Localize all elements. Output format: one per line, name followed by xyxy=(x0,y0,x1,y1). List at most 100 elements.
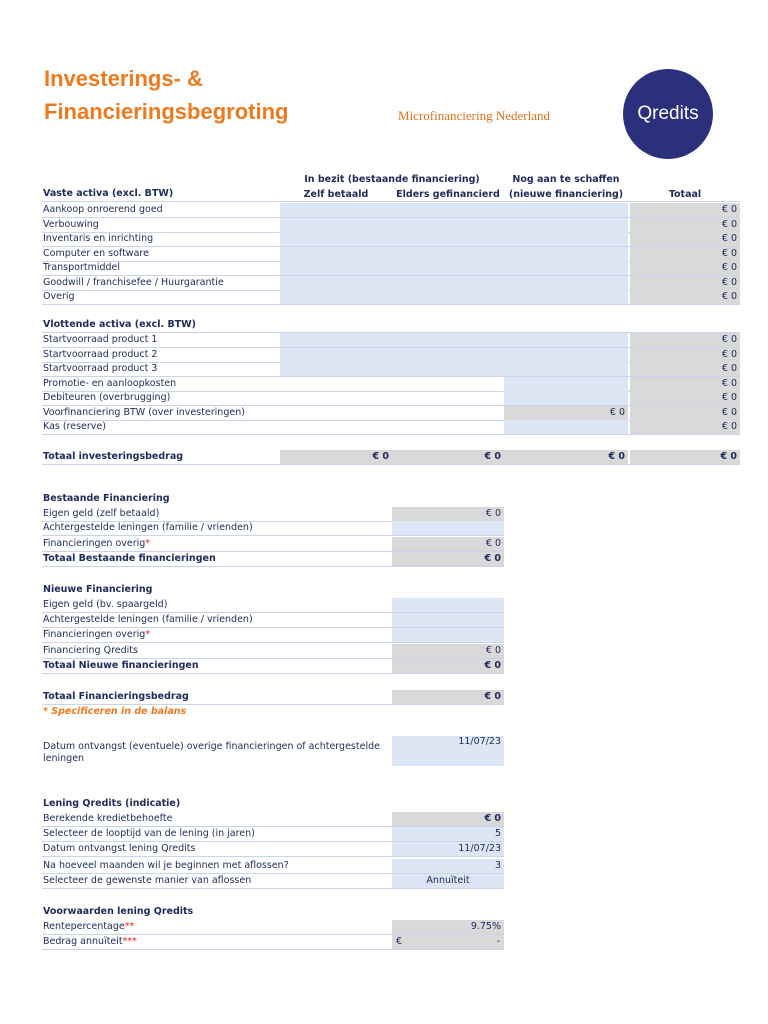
table-row: Computer en software € 0 xyxy=(42,246,740,262)
table-row: Selecteer de gewenste manier van aflosse… xyxy=(42,874,504,889)
cell xyxy=(392,232,504,246)
column-group-header: In bezit (bestaande financiering) xyxy=(304,174,480,185)
currency: € xyxy=(396,936,403,947)
row-label: Voorfinanciering BTW (over investeringen… xyxy=(43,407,245,418)
label-text: Selecteer de looptijd van de lening (in … xyxy=(43,828,255,839)
row-label: Startvoorraad product 2 xyxy=(43,349,158,360)
cell xyxy=(504,348,628,362)
row-label: Rentepercentage** xyxy=(43,920,134,934)
title: Investerings- & xyxy=(44,66,203,91)
cell: € - xyxy=(392,935,504,949)
cell: € 0 xyxy=(630,362,740,376)
section-header: Bestaande Financiering xyxy=(42,492,504,506)
table-row: Eigen geld (bv. spaargeld) xyxy=(42,598,504,613)
cell: € 0 xyxy=(392,552,504,566)
row-label: Promotie- en aanloopkosten xyxy=(43,378,177,389)
cell xyxy=(504,391,628,405)
section-title: Lening Qredits (indicatie) xyxy=(43,798,181,809)
row-label: Transportmiddel xyxy=(43,262,121,273)
row-label: Financieringen overig* xyxy=(43,537,150,551)
cell xyxy=(280,232,392,246)
footnote: * Specificeren in de balans xyxy=(43,706,187,717)
label-text: Bedrag annuïteit xyxy=(43,936,123,947)
note-mark: * xyxy=(145,538,151,549)
cell xyxy=(280,275,392,290)
table-row: Startvoorraad product 2 € 0 xyxy=(42,348,740,363)
row-label: Na hoeveel maanden wil je beginnen met a… xyxy=(43,859,289,873)
cell xyxy=(504,290,628,304)
cell xyxy=(504,275,628,290)
row-label: Computer en software xyxy=(43,247,149,259)
section-title: Vlottende activa (excl. BTW) xyxy=(43,319,196,330)
cell: € 0 xyxy=(630,261,740,275)
cell xyxy=(504,232,628,246)
cell xyxy=(392,333,504,347)
cell: € 0 xyxy=(630,232,740,246)
note-mark: *** xyxy=(122,936,137,947)
table-row: Datum ontvangst lening Qredits 11/07/23 xyxy=(42,842,504,857)
logo: Qredits xyxy=(623,69,713,159)
table-row: Financieringen overig* xyxy=(42,628,504,643)
row-label: Aankoop onroerend goed xyxy=(43,204,163,215)
cell xyxy=(392,275,504,290)
table-row: Goodwill / franchisefee / Huurgarantie € … xyxy=(42,275,740,291)
table-row: Totaal investeringsbedrag € 0 € 0 € 0 € 0 xyxy=(42,450,740,465)
label-text: Totaal Bestaande financieringen xyxy=(43,553,216,564)
cell: € 0 xyxy=(504,406,628,420)
row-label: Inventaris en inrichting xyxy=(43,233,154,244)
row-label: Selecteer de looptijd van de lening (in … xyxy=(43,827,255,841)
cell xyxy=(392,261,504,275)
cell xyxy=(392,217,504,232)
label-text: Achtergestelde leningen (familie / vrien… xyxy=(43,522,253,533)
cell: € 0 xyxy=(392,450,504,464)
table-row: Bedrag annuïteit*** € - xyxy=(42,935,504,950)
cell: € 0 xyxy=(392,690,504,704)
row-label: Goodwill / franchisefee / Huurgarantie xyxy=(43,276,224,288)
cell xyxy=(392,203,504,217)
row-label: Datum ontvangst lening Qredits xyxy=(43,842,195,856)
cell xyxy=(504,246,628,261)
table-row: Achtergestelde leningen (familie / vrien… xyxy=(42,521,504,536)
cell: € 0 xyxy=(630,391,740,405)
label-text: Datum ontvangst lening Qredits xyxy=(43,843,196,854)
cell: € 0 xyxy=(392,507,504,521)
row-label: Startvoorraad product 1 xyxy=(43,334,158,345)
label-text: Eigen geld (bv. spaargeld) xyxy=(43,599,168,610)
table-row: Verbouwing € 0 xyxy=(42,217,740,233)
table-row: Inventaris en inrichting € 0 xyxy=(42,232,740,247)
label-text: Financieringen overig xyxy=(43,629,146,640)
cell xyxy=(280,348,392,362)
section-title: Nieuwe Financiering xyxy=(43,584,153,595)
tagline: Microfinanciering Nederland xyxy=(398,108,550,123)
cell: Annuïteit xyxy=(392,874,504,888)
row-label: Datum ontvangst (eventuele) overige fina… xyxy=(43,741,380,764)
column-header: (nieuwe financiering) xyxy=(508,189,624,200)
cell: € 0 xyxy=(392,812,504,826)
cell: € 0 xyxy=(630,333,740,347)
column-header: Elders gefinancierd xyxy=(396,189,500,200)
label-text: Totaal Nieuwe financieringen xyxy=(43,660,199,671)
cell xyxy=(504,377,628,391)
cell: 3 xyxy=(392,859,504,873)
cell: € 0 xyxy=(630,203,740,217)
cell: € 0 xyxy=(630,406,740,420)
cell: € 0 xyxy=(630,217,740,232)
table-row: Kas (reserve) € 0 xyxy=(42,420,740,435)
cell: € 0 xyxy=(504,450,628,464)
cell xyxy=(392,628,504,642)
label-text: Financieringen overig xyxy=(43,538,146,549)
note-mark: * xyxy=(145,629,151,640)
table-row: Na hoeveel maanden wil je beginnen met a… xyxy=(42,859,504,874)
cell: € 0 xyxy=(392,659,504,673)
table-row: Eigen geld (zelf betaald) € 0 xyxy=(42,507,504,522)
table-row: Datum ontvangst (eventuele) overige fina… xyxy=(42,736,504,766)
cell xyxy=(392,290,504,304)
table-row: Rentepercentage** 9.75% xyxy=(42,920,504,935)
section-title: Vaste activa (excl. BTW) xyxy=(43,188,174,199)
cell xyxy=(392,348,504,362)
cell: 11/07/23 xyxy=(392,736,504,766)
row-label: Achtergestelde leningen (familie / vrien… xyxy=(43,521,253,535)
cell xyxy=(504,420,628,434)
table-row: Financieringen overig* € 0 xyxy=(42,537,504,552)
